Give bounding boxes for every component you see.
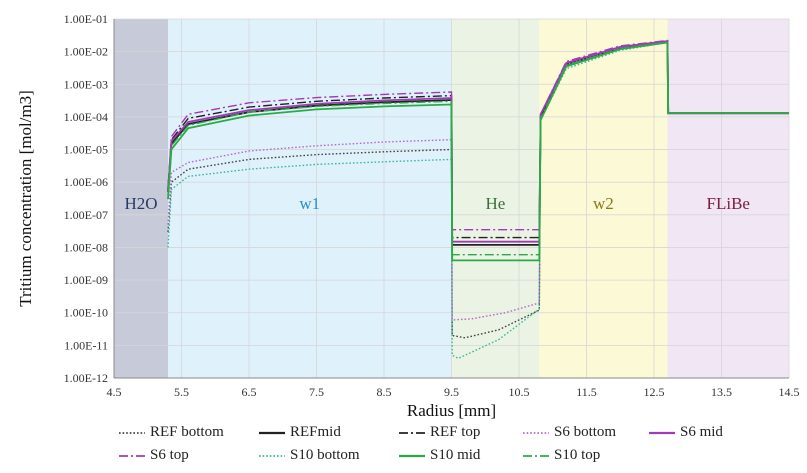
legend-swatch [399,431,425,434]
series-line-7 [167,41,789,262]
legend-item: S10 mid [398,447,480,464]
y-tick-label: 1.00E-01 [64,12,108,26]
region-label: H2O [124,194,157,213]
tick-labels: 1.00E-01 1.00E-02 1.00E-03 1.00E-04 1.00E-05… [64,12,800,399]
series-line-8 [167,41,789,256]
legend-swatch [119,431,145,434]
legend-label: S10 bottom [290,447,360,463]
data-series [167,39,789,360]
y-tick-label: 1.00E-05 [64,143,108,157]
y-tick-label: 1.00E-03 [64,77,108,91]
legend-label: S6 bottom [554,424,617,440]
legend-swatch [119,454,145,457]
region-label: w2 [593,194,614,213]
x-tick-label: 6.5 [242,385,257,399]
y-tick-label: 1.00E-09 [64,273,108,287]
legend-label: REF bottom [150,424,224,440]
y-tick-label: 1.00E-06 [64,175,108,189]
legend-item: S6 top [118,447,189,464]
x-tick-label: 12.5 [644,385,665,399]
legend-swatch [259,454,285,457]
x-tick-label: 14.5 [779,385,800,399]
x-tick-label: 13.5 [711,385,732,399]
legend-swatch [523,431,549,434]
x-axis-title: Radius [mm] [407,401,496,420]
legend-swatch [399,454,425,457]
y-tick-label: 1.00E-04 [64,110,108,124]
x-tick-label: 11.5 [576,385,597,399]
y-tick-label: 1.00E-10 [64,306,108,320]
y-tick-label: 1.00E-02 [64,45,108,59]
legend-item: S10 top [522,447,600,464]
x-tick-label: 4.5 [107,385,122,399]
y-tick-label: 1.00E-11 [64,338,108,352]
x-tick-label: 8.5 [377,385,392,399]
y-tick-label: 1.00E-12 [64,371,108,385]
region-label: FLiBe [707,194,750,213]
x-tick-label: 5.5 [174,385,189,399]
region-2 [451,19,540,378]
legend-item: S6 mid [648,424,723,441]
legend-label: S10 mid [430,447,481,463]
legend-label: REFmid [290,424,341,440]
y-axis-title: Tritium concentration [mol/m3] [16,90,35,307]
region-1 [168,19,452,378]
x-tick-label: 10.5 [509,385,530,399]
legend-swatch [523,454,549,457]
series-line-6 [167,41,789,360]
legend-item: S6 bottom [522,424,616,441]
legend-swatch [259,431,285,434]
y-tick-label: 1.00E-07 [64,208,108,222]
legend-label: S6 top [150,447,189,463]
legend-item: REF bottom [118,424,224,441]
legend-label: REF top [430,424,481,440]
legend-item: S10 bottom [258,447,360,464]
material-regions [114,19,789,378]
legend: REF bottom REFmid REF top S6 bottom S6 mid S6… [118,424,778,470]
legend-label: S10 top [554,447,601,463]
region-label: w1 [299,194,320,213]
legend-swatch [649,431,675,434]
region-0 [114,19,168,378]
x-tick-label: 9.5 [444,385,459,399]
axes [113,19,789,379]
legend-item: REF top [398,424,480,441]
legend-item: REFmid [258,424,341,441]
region-labels: H2O w1 He w2 FLiBe [124,194,750,213]
y-tick-label: 1.00E-08 [64,240,108,254]
x-tick-label: 7.5 [309,385,324,399]
legend-label: S6 mid [680,424,723,440]
region-label: He [485,194,505,213]
region-4 [667,19,789,378]
